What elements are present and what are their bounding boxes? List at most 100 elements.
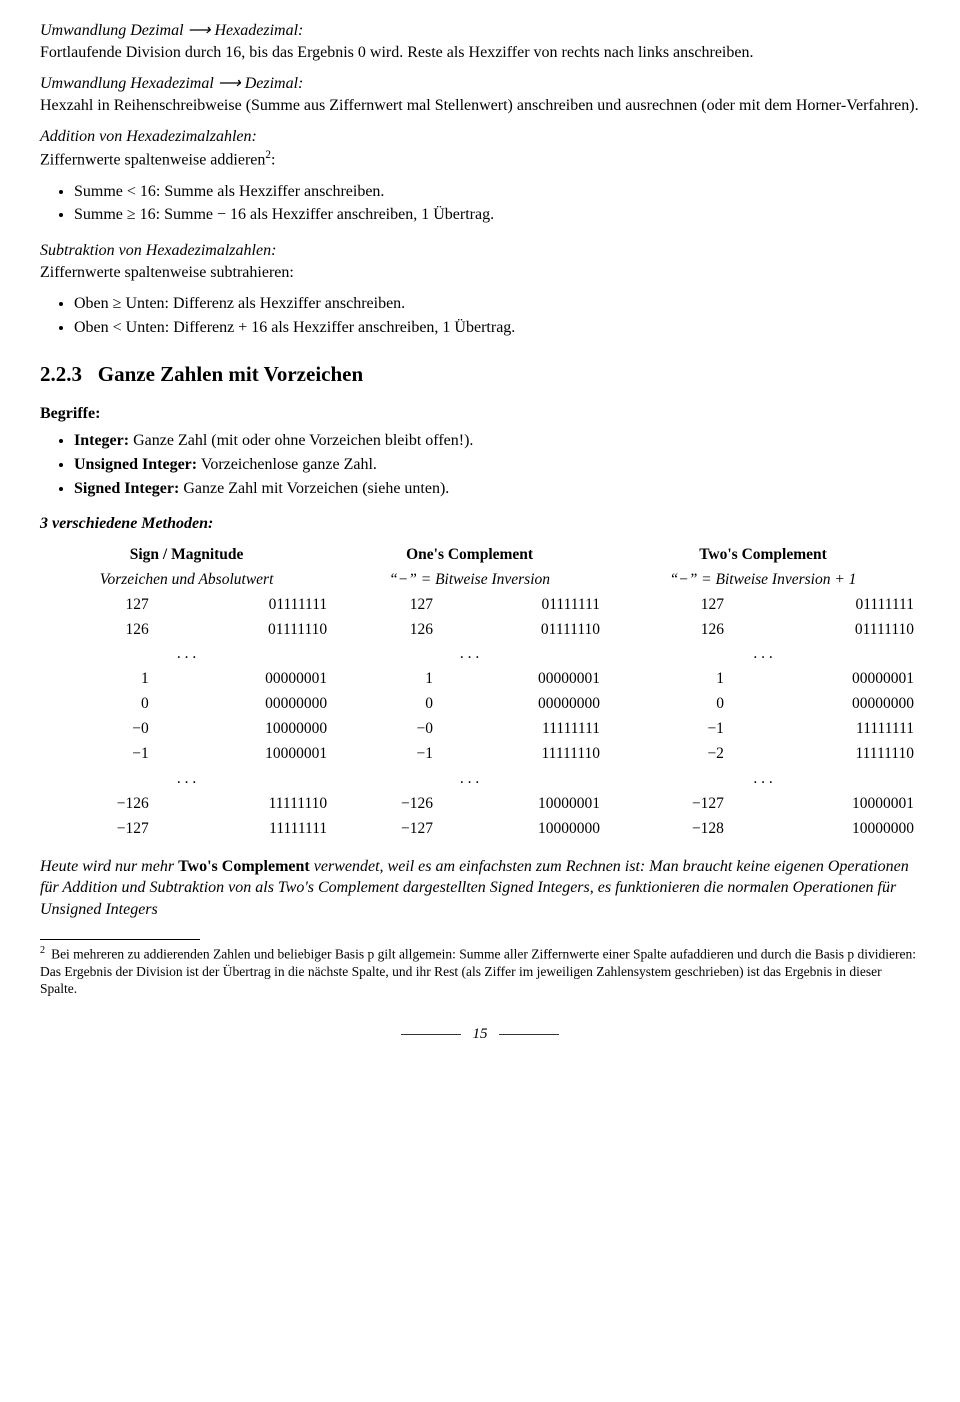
- table-cell: 00000000: [744, 692, 920, 717]
- table-row: . . .. . .. . .: [40, 767, 920, 792]
- list-item: Summe ≥ 16: Summe − 16 als Hexziffer ans…: [74, 204, 920, 226]
- table-cell: 11111111: [453, 717, 606, 742]
- table-cell: 126: [40, 618, 169, 643]
- list-item: Oben ≥ Unten: Differenz als Hexziffer an…: [74, 293, 920, 315]
- col-header: Sign / Magnitude: [40, 543, 333, 568]
- table-cell: 0: [333, 692, 453, 717]
- postscript: Heute wird nur mehr Two's Complement ver…: [40, 856, 920, 921]
- table-cell: −126: [333, 792, 453, 817]
- heading: Umwandlung Hexadezimal ⟶ Dezimal:: [40, 75, 303, 92]
- list-item: Integer: Ganze Zahl (mit oder ohne Vorze…: [74, 430, 920, 452]
- table-cell: 00000000: [169, 692, 333, 717]
- body-b: :: [271, 151, 275, 168]
- para-subtraktion: Subtraktion von Hexadezimalzahlen: Ziffe…: [40, 240, 920, 283]
- table-cell: 0: [606, 692, 744, 717]
- term: Unsigned Integer:: [74, 456, 197, 473]
- table-cell: 01111111: [169, 593, 333, 618]
- table-cell: 00000000: [453, 692, 606, 717]
- table-row: . . .. . .. . .: [40, 642, 920, 667]
- body: Ziffernwerte spaltenweise subtrahieren:: [40, 264, 294, 281]
- table-cell: 10000001: [169, 742, 333, 767]
- body: Fortlaufende Division durch 16, bis das …: [40, 44, 753, 61]
- table-cell: 11111110: [744, 742, 920, 767]
- table-cell: 11111111: [169, 817, 333, 842]
- dots-cell: . . .: [40, 767, 333, 792]
- list-item: Oben < Unten: Differenz + 16 als Hexziff…: [74, 317, 920, 339]
- para-dec-to-hex: Umwandlung Dezimal ⟶ Hexadezimal: Fortla…: [40, 20, 920, 63]
- table-row: −110000001−111111110−211111110: [40, 742, 920, 767]
- col-subheader: “−” = Bitweise Inversion: [333, 568, 606, 593]
- table-cell: −2: [606, 742, 744, 767]
- post-a: Heute wird nur mehr: [40, 858, 178, 875]
- table-row: −12611111110−12610000001−12710000001: [40, 792, 920, 817]
- table-cell: −0: [40, 717, 169, 742]
- table-cell: 01111111: [453, 593, 606, 618]
- table-cell: 11111111: [744, 717, 920, 742]
- table-cell: 11111110: [169, 792, 333, 817]
- heading: Addition von Hexadezimalzahlen:: [40, 128, 257, 145]
- footnote-number: 2: [40, 945, 45, 956]
- table-cell: −1: [606, 717, 744, 742]
- table-cell: 0: [40, 692, 169, 717]
- body: Hexzahl in Reihenschreibweise (Summe aus…: [40, 97, 919, 114]
- table-cell: −1: [333, 742, 453, 767]
- begriffe-list: Integer: Ganze Zahl (mit oder ohne Vorze…: [40, 430, 920, 499]
- para-hex-to-dec: Umwandlung Hexadezimal ⟶ Dezimal: Hexzah…: [40, 73, 920, 116]
- table-cell: 1: [606, 667, 744, 692]
- table-cell: 10000001: [453, 792, 606, 817]
- col-subheader: “−” = Bitweise Inversion + 1: [606, 568, 920, 593]
- table-cell: 127: [333, 593, 453, 618]
- table-cell: −128: [606, 817, 744, 842]
- addition-list: Summe < 16: Summe als Hexziffer anschrei…: [40, 181, 920, 226]
- table-row: 000000000000000000000000000: [40, 692, 920, 717]
- table-row: 126011111101260111111012601111110: [40, 618, 920, 643]
- table-cell: 01111110: [744, 618, 920, 643]
- body-a: Ziffernwerte spaltenweise addieren: [40, 151, 265, 168]
- table-cell: 1: [40, 667, 169, 692]
- table-row: 127011111111270111111112701111111: [40, 593, 920, 618]
- footnote-text: Bei mehreren zu addierenden Zahlen und b…: [40, 946, 916, 996]
- table-cell: −0: [333, 717, 453, 742]
- table-cell: −127: [333, 817, 453, 842]
- table-row: 100000001100000001100000001: [40, 667, 920, 692]
- heading: Subtraktion von Hexadezimalzahlen:: [40, 242, 276, 259]
- table-row: −010000000−011111111−111111111: [40, 717, 920, 742]
- table-subheader-row: Vorzeichen und Absolutwert “−” = Bitweis…: [40, 568, 920, 593]
- table-cell: 01111111: [744, 593, 920, 618]
- para-addition: Addition von Hexadezimalzahlen: Ziffernw…: [40, 126, 920, 171]
- table-cell: 1: [333, 667, 453, 692]
- heading: Umwandlung Dezimal ⟶ Hexadezimal:: [40, 22, 303, 39]
- table-header-row: Sign / Magnitude One's Complement Two's …: [40, 543, 920, 568]
- table-cell: 10000000: [744, 817, 920, 842]
- table-cell: 126: [606, 618, 744, 643]
- table-cell: −1: [40, 742, 169, 767]
- post-b: Two's Complement: [178, 858, 310, 875]
- table-row: −12711111111−12710000000−12810000000: [40, 817, 920, 842]
- list-item: Summe < 16: Summe als Hexziffer anschrei…: [74, 181, 920, 203]
- table-cell: 10000000: [453, 817, 606, 842]
- definition: Vorzeichenlose ganze Zahl.: [197, 456, 377, 473]
- subtraktion-list: Oben ≥ Unten: Differenz als Hexziffer an…: [40, 293, 920, 338]
- dots-cell: . . .: [606, 767, 920, 792]
- footnote-rule: [40, 939, 200, 940]
- dots-cell: . . .: [333, 642, 606, 667]
- definition: Ganze Zahl mit Vorzeichen (siehe unten).: [179, 480, 449, 497]
- section-number: 2.2.3: [40, 362, 82, 386]
- table-cell: 01111110: [453, 618, 606, 643]
- table-cell: 00000001: [169, 667, 333, 692]
- table-cell: 126: [333, 618, 453, 643]
- section-title: Ganze Zahlen mit Vorzeichen: [98, 362, 363, 386]
- page-number: 15: [473, 1026, 488, 1042]
- col-subheader: Vorzeichen und Absolutwert: [40, 568, 333, 593]
- section-heading: 2.2.3 Ganze Zahlen mit Vorzeichen: [40, 360, 920, 388]
- table-cell: 00000001: [453, 667, 606, 692]
- table-cell: 00000001: [744, 667, 920, 692]
- methoden-label: 3 verschiedene Methoden:: [40, 513, 920, 535]
- list-item: Signed Integer: Ganze Zahl mit Vorzeiche…: [74, 478, 920, 500]
- table-cell: 127: [40, 593, 169, 618]
- dots-cell: . . .: [40, 642, 333, 667]
- complement-table: Sign / Magnitude One's Complement Two's …: [40, 543, 920, 842]
- footnote: 2Bei mehreren zu addierenden Zahlen und …: [40, 944, 920, 998]
- table-cell: 10000000: [169, 717, 333, 742]
- begriffe-label: Begriffe:: [40, 403, 920, 425]
